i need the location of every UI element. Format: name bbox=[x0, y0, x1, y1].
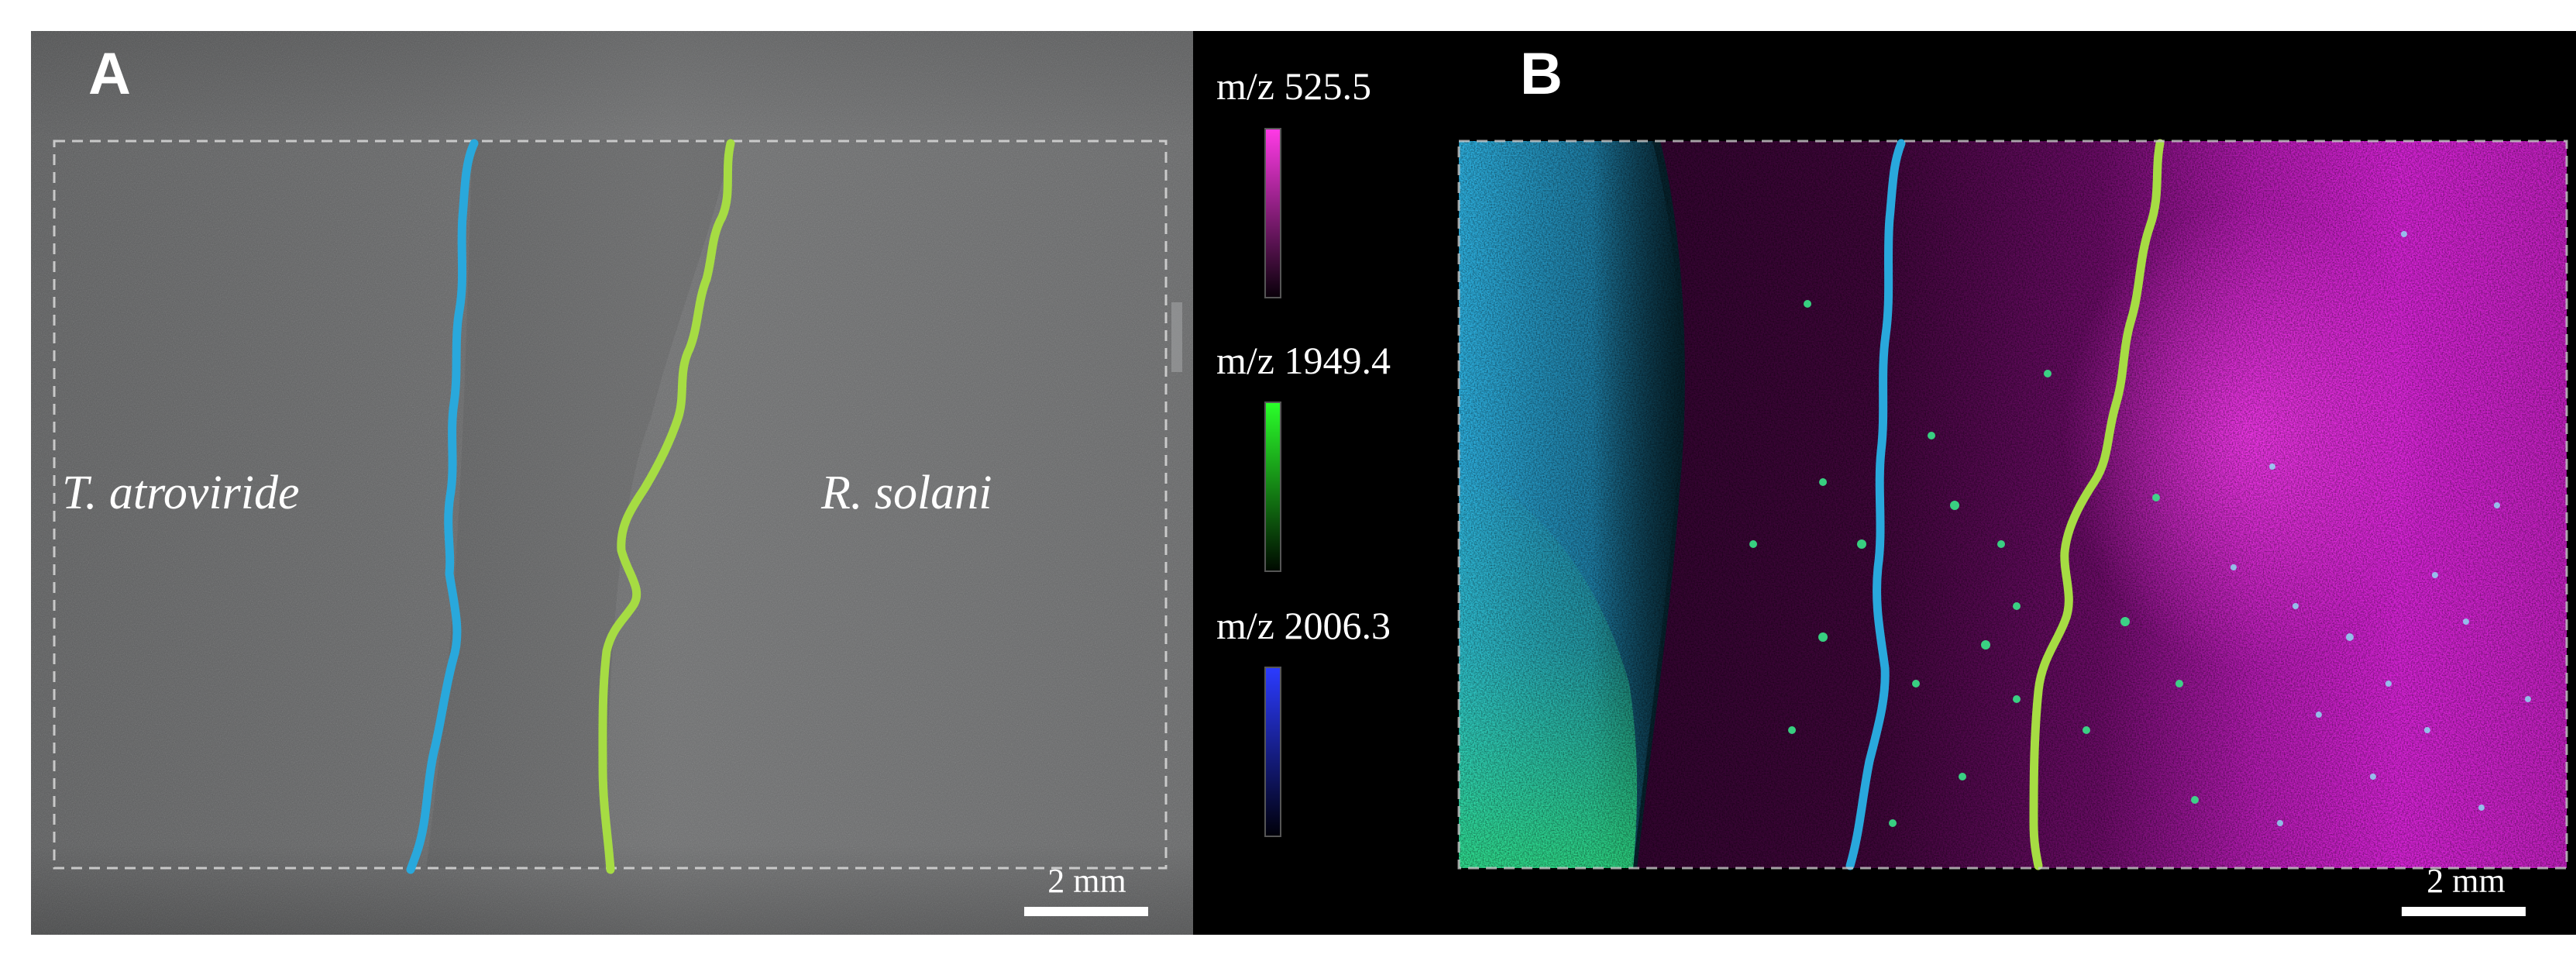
panel-b-maldi-image: B m/z 525.5 m/z 1949.4 m/z 2006.3 2 mm bbox=[1193, 31, 2576, 935]
panel-b-letter: B bbox=[1520, 41, 1563, 107]
trichoderma-label: T. atroviride bbox=[62, 467, 300, 519]
trichoderma-front-line bbox=[406, 139, 479, 874]
channel-2006-colorbar bbox=[1264, 667, 1281, 837]
optical-photo bbox=[31, 31, 1193, 935]
channel-2006-label: m/z 2006.3 bbox=[1216, 604, 1391, 647]
channel-525-colorbar bbox=[1264, 128, 1281, 298]
channel-525-label: m/z 525.5 bbox=[1216, 64, 1371, 108]
scale-bar-a bbox=[1024, 907, 1148, 916]
panel-a-letter: A bbox=[88, 41, 131, 107]
ion-image bbox=[1457, 139, 2568, 870]
trichoderma-front-line-b bbox=[1845, 139, 1906, 870]
rhizoctonia-label: R. solani bbox=[821, 467, 992, 519]
scale-bar-b bbox=[2402, 907, 2526, 916]
panel-a-optical-image: A T. atroviride R. solani 2 mm bbox=[31, 31, 1193, 935]
channel-1949-label: m/z 1949.4 bbox=[1216, 339, 1391, 382]
measured-region-box-b bbox=[1457, 140, 2568, 870]
rhizoctonia-front-line-b bbox=[2029, 139, 2165, 870]
rhizoctonia-front-line bbox=[598, 139, 735, 874]
scale-bar-b-label: 2 mm bbox=[2426, 862, 2505, 900]
scale-bar-a-label: 2 mm bbox=[1047, 862, 1126, 900]
channel-1949-colorbar bbox=[1264, 401, 1281, 572]
